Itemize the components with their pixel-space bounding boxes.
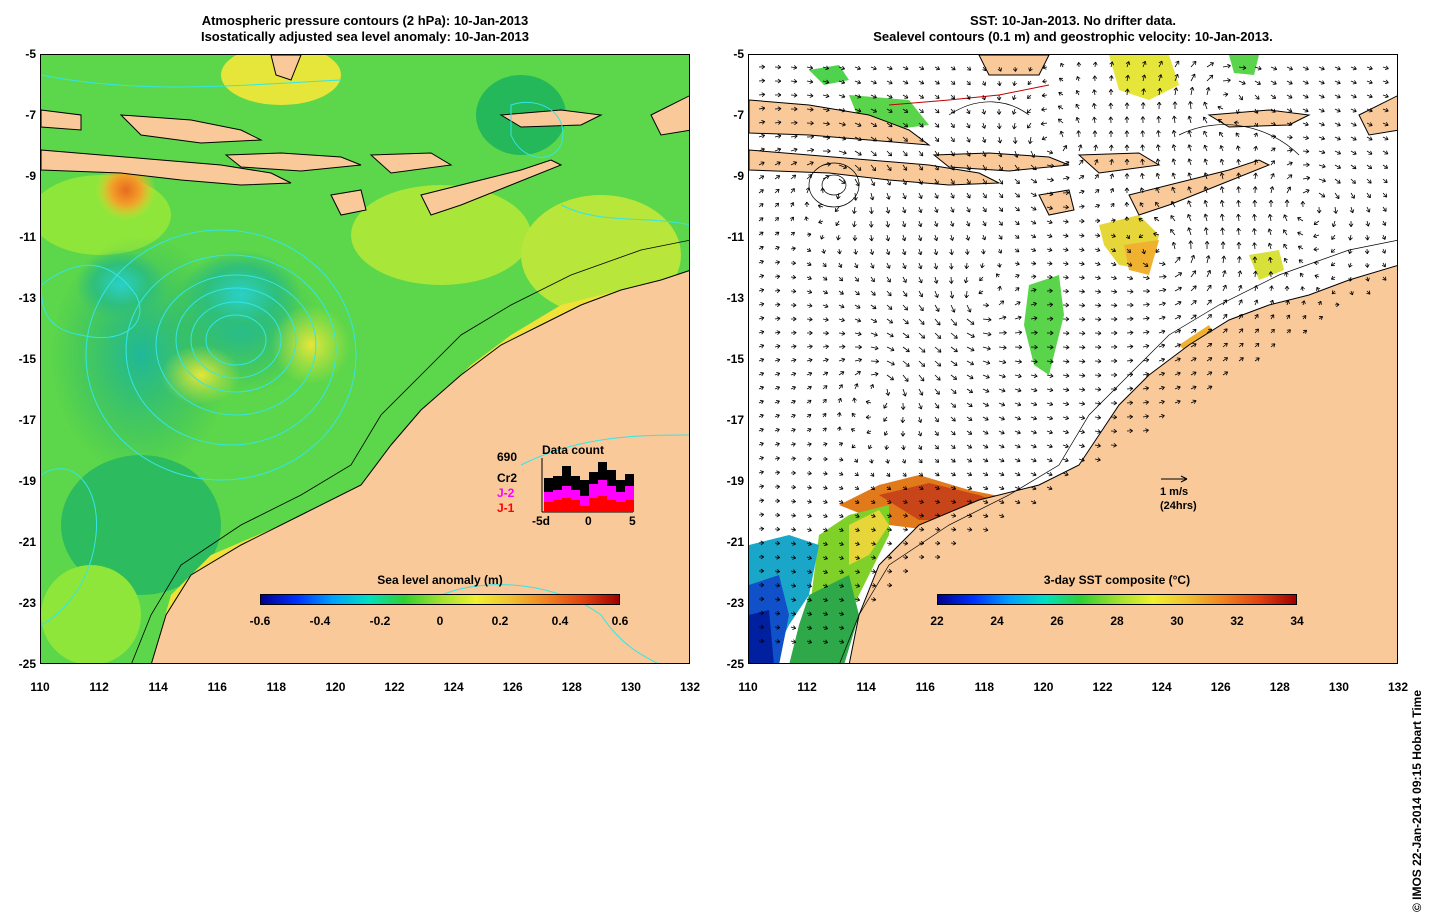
sla-colorbar-tick: 0.4 bbox=[540, 614, 580, 628]
sst-colorbar-tick: 24 bbox=[977, 614, 1017, 628]
data-count-sat-cr2: Cr2 bbox=[497, 471, 517, 485]
right-lon-tick: 130 bbox=[1319, 680, 1359, 694]
sst-colorbar-tick: 26 bbox=[1037, 614, 1077, 628]
right-title-line1: SST: 10-Jan-2013. No drifter data. bbox=[748, 13, 1398, 29]
right-lat-tick: -23 bbox=[708, 596, 744, 610]
right-lon-tick: 126 bbox=[1201, 680, 1241, 694]
left-lon-tick: 132 bbox=[670, 680, 710, 694]
sst-colorbar-tick: 34 bbox=[1277, 614, 1317, 628]
left-lat-tick: -7 bbox=[0, 108, 36, 122]
right-lat-tick: -7 bbox=[708, 108, 744, 122]
sst-colorbar-tick: 22 bbox=[917, 614, 957, 628]
left-lat-tick: -23 bbox=[0, 596, 36, 610]
data-count-xtick-0: 0 bbox=[585, 514, 592, 528]
right-title-line2: Sealevel contours (0.1 m) and geostrophi… bbox=[748, 29, 1398, 45]
left-title-line1: Atmospheric pressure contours (2 hPa): 1… bbox=[40, 13, 690, 29]
sst-colorbar-tick: 28 bbox=[1097, 614, 1137, 628]
scale-arrow-label-2: (24hrs) bbox=[1160, 500, 1197, 513]
left-lon-tick: 112 bbox=[79, 680, 119, 694]
right-lat-tick: -9 bbox=[708, 169, 744, 183]
data-count-sat-j1: J-1 bbox=[497, 501, 514, 515]
left-lon-tick: 120 bbox=[315, 680, 355, 694]
sst-colorbar-title: 3-day SST composite (°C) bbox=[937, 573, 1297, 587]
right-lat-tick: -13 bbox=[708, 291, 744, 305]
sla-colorbar-tick: 0 bbox=[420, 614, 460, 628]
scale-arrow-label-1: 1 m/s bbox=[1160, 486, 1188, 499]
left-lat-tick: -5 bbox=[0, 47, 36, 61]
right-lon-tick: 128 bbox=[1260, 680, 1300, 694]
right-lon-tick: 114 bbox=[846, 680, 886, 694]
sla-colorbar-title: Sea level anomaly (m) bbox=[260, 573, 620, 587]
left-title-line2: Isostatically adjusted sea level anomaly… bbox=[40, 29, 690, 45]
right-lon-tick: 124 bbox=[1142, 680, 1182, 694]
right-lon-tick: 112 bbox=[787, 680, 827, 694]
right-lat-tick: -25 bbox=[708, 657, 744, 671]
sla-colorbar-tick: -0.6 bbox=[240, 614, 280, 628]
sla-colorbar-tick: -0.4 bbox=[300, 614, 340, 628]
imos-credit: © IMOS 22-Jan-2014 09:15 Hobart Time bbox=[1410, 690, 1424, 912]
sla-colorbar-tick: -0.2 bbox=[360, 614, 400, 628]
histogram-bars bbox=[544, 462, 634, 512]
sst-colorbar bbox=[937, 594, 1297, 605]
data-count-total: 690 bbox=[497, 450, 517, 464]
left-lat-tick: -19 bbox=[0, 474, 36, 488]
left-lat-tick: -9 bbox=[0, 169, 36, 183]
right-lat-tick: -11 bbox=[708, 230, 744, 244]
left-lon-tick: 124 bbox=[434, 680, 474, 694]
data-count-sat-j2: J-2 bbox=[497, 486, 514, 500]
left-lon-tick: 114 bbox=[138, 680, 178, 694]
sst-colorbar-tick: 30 bbox=[1157, 614, 1197, 628]
data-count-xtick-m5: -5d bbox=[532, 514, 550, 528]
right-lat-tick: -17 bbox=[708, 413, 744, 427]
left-lon-tick: 122 bbox=[375, 680, 415, 694]
right-lat-tick: -19 bbox=[708, 474, 744, 488]
right-lat-tick: -5 bbox=[708, 47, 744, 61]
right-lon-tick: 116 bbox=[905, 680, 945, 694]
left-lon-tick: 118 bbox=[256, 680, 296, 694]
left-lat-tick: -13 bbox=[0, 291, 36, 305]
left-lon-tick: 128 bbox=[552, 680, 592, 694]
left-lon-tick: 130 bbox=[611, 680, 651, 694]
left-lon-tick: 126 bbox=[493, 680, 533, 694]
right-lon-tick: 120 bbox=[1023, 680, 1063, 694]
data-count-histogram bbox=[541, 458, 637, 514]
sst-colorbar-tick: 32 bbox=[1217, 614, 1257, 628]
left-lat-tick: -11 bbox=[0, 230, 36, 244]
right-lat-tick: -15 bbox=[708, 352, 744, 366]
right-lon-tick: 122 bbox=[1083, 680, 1123, 694]
right-lon-tick: 118 bbox=[964, 680, 1004, 694]
left-lon-tick: 110 bbox=[20, 680, 60, 694]
left-lat-tick: -17 bbox=[0, 413, 36, 427]
data-count-title: Data count bbox=[542, 443, 604, 457]
sla-colorbar-tick: 0.6 bbox=[600, 614, 640, 628]
sla-colorbar bbox=[260, 594, 620, 605]
left-lon-tick: 116 bbox=[197, 680, 237, 694]
left-lat-tick: -15 bbox=[0, 352, 36, 366]
left-lat-tick: -25 bbox=[0, 657, 36, 671]
sla-colorbar-tick: 0.2 bbox=[480, 614, 520, 628]
data-count-xtick-5: 5 bbox=[629, 514, 636, 528]
right-lat-tick: -21 bbox=[708, 535, 744, 549]
left-lat-tick: -21 bbox=[0, 535, 36, 549]
right-lon-tick: 110 bbox=[728, 680, 768, 694]
